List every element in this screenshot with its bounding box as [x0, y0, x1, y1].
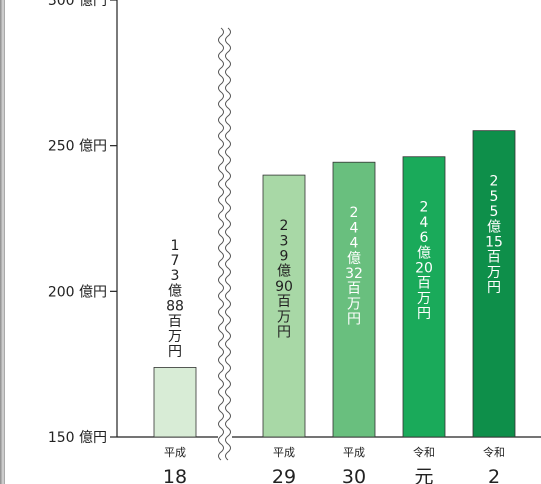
bar-value-label: 2 4 4 億 32 百万円	[345, 205, 363, 327]
axis-break-line	[218, 27, 224, 461]
left-border	[0, 0, 5, 484]
bar	[332, 161, 376, 438]
bar-value-label: 2 3 9 億 90 百万円	[275, 218, 293, 340]
y-tick-label: 300 億円	[48, 0, 107, 9]
bar-value-label: 1 7 3 億 88 百万円	[166, 238, 184, 360]
x-era-label: 令和	[483, 445, 505, 459]
x-year-label: 30	[342, 466, 366, 484]
x-era-label: 平成	[343, 446, 365, 459]
bar-value-label: 2 5 5 億 15 百万円	[485, 174, 503, 296]
y-tick-label: 200 億円	[48, 284, 107, 300]
x-era-label: 令和	[413, 445, 435, 459]
x-year-label: 29	[272, 466, 296, 484]
chart-axes: 150 億円 200 億円 250 億円 300 億円	[48, 0, 541, 446]
bar	[402, 156, 446, 438]
axis-break-gap	[218, 24, 232, 444]
x-year-label: 2	[488, 466, 500, 484]
x-year-label: 元	[414, 466, 433, 484]
bar	[472, 130, 516, 438]
y-tick-label: 250 億円	[48, 139, 107, 155]
x-era-label: 平成	[273, 446, 295, 459]
bar	[262, 174, 306, 438]
axis-break-line	[225, 27, 231, 461]
chart-x-labels: 平成 18 平成 29 平成 30 令和元 令和 2	[163, 445, 505, 484]
x-era-label: 平成	[164, 446, 186, 459]
bar-value-label: 2 4 6 億 20 百万円	[415, 200, 433, 322]
bar	[153, 367, 197, 438]
chart-data-labels: 1 7 3 億 88 百万円 2 3 9 億 90 百万円 2 4 4 億 32 百万円 2 4 6 億 20 百万円 2 5 5 億…	[166, 174, 503, 361]
x-year-label: 18	[163, 466, 187, 484]
axis-break	[218, 24, 232, 461]
y-tick-label: 150 億円	[48, 430, 107, 446]
chart-bars	[153, 130, 516, 438]
